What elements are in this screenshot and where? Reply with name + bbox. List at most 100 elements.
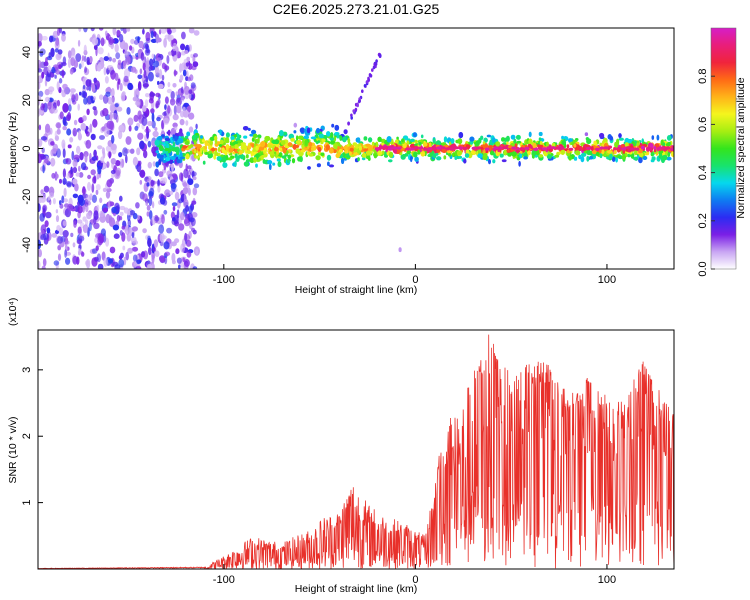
heatmap-noise-cell	[49, 192, 55, 198]
heatmap-noise-cell	[90, 169, 96, 176]
heatmap-trace-cell	[375, 59, 378, 63]
colorbar-tick-label: 0.6	[697, 117, 709, 132]
heatmap-band-cell	[269, 163, 272, 170]
heatmap-band-cell	[186, 131, 191, 137]
heatmap-noise-cell	[145, 93, 150, 98]
heatmap-xtick-label: 100	[598, 274, 616, 286]
heatmap-band-cell	[164, 140, 169, 145]
heatmap-noise-cell	[139, 170, 145, 177]
heatmap-band-cell	[304, 139, 308, 146]
heatmap-noise-cell	[146, 182, 150, 187]
heatmap-noise-cell	[59, 111, 64, 120]
heatmap-band-cell	[456, 150, 463, 156]
heatmap-band-cell	[505, 135, 510, 142]
heatmap-noise-cell	[90, 133, 96, 141]
heatmap-band-cell	[483, 152, 488, 158]
heatmap-band-cell	[328, 164, 335, 168]
heatmap-band-cell	[511, 151, 517, 157]
heatmap-peak-cell	[440, 146, 446, 150]
heatmap-band-cell	[269, 151, 275, 156]
heatmap-noise-cell	[80, 162, 87, 171]
heatmap-noise-cell	[150, 38, 157, 44]
heatmap-band-cell	[290, 137, 295, 142]
heatmap-noise-cell	[120, 28, 124, 31]
heatmap-noise-cell	[57, 49, 63, 55]
heatmap-band-cell	[196, 144, 202, 149]
heatmap-noise-cell	[147, 161, 152, 169]
heatmap-noise-cell	[96, 204, 100, 211]
heatmap-peak-cell	[555, 146, 561, 150]
heatmap-band-cell	[155, 150, 159, 154]
heatmap-noise-cell	[61, 195, 65, 204]
heatmap-peak-cell	[458, 146, 464, 150]
heatmap-band-cell	[253, 133, 258, 139]
heatmap-noise-cell	[118, 152, 123, 158]
heatmap-noise-cell	[110, 143, 117, 151]
heatmap-noise-cell	[170, 241, 177, 247]
heatmap-noise-cell	[142, 28, 145, 35]
heatmap-noise-cell	[191, 200, 197, 205]
heatmap-noise-cell	[125, 136, 132, 145]
heatmap-noise-cell	[95, 189, 99, 195]
heatmap-noise-cell	[138, 160, 142, 166]
heatmap-band-cell	[666, 135, 672, 141]
heatmap-noise-cell	[139, 68, 143, 75]
heatmap-noise-cell	[135, 202, 140, 209]
heatmap-noise-cell	[59, 178, 62, 184]
heatmap-noise-cell	[148, 246, 152, 256]
colorbar-tick-label: 0.2	[697, 213, 709, 228]
heatmap-band-cell	[368, 151, 372, 156]
heatmap-band-cell	[251, 137, 255, 142]
heatmap-noise-cell	[152, 130, 159, 138]
snr-panel: -100 0 100 1 2 3 Height of straight line (km)…	[7, 298, 675, 595]
heatmap-noise-cell	[106, 65, 114, 71]
heatmap-noise-cell	[143, 69, 147, 79]
heatmap-noise-cell	[175, 97, 182, 107]
heatmap-noise-cell	[146, 211, 150, 217]
heatmap-noise-cell	[113, 233, 120, 239]
heatmap-band-cell	[275, 153, 278, 159]
heatmap-noise-cell	[38, 90, 44, 97]
heatmap-noise-cell	[42, 205, 47, 213]
heatmap-noise-cell	[51, 66, 56, 74]
heatmap-band-cell	[299, 127, 306, 133]
heatmap-noise-cell	[47, 65, 51, 73]
heatmap-peak-cell	[546, 146, 552, 150]
heatmap-noise-cell	[93, 210, 99, 221]
heatmap-noise-cell	[178, 223, 185, 231]
heatmap-noise-cell	[80, 123, 87, 131]
heatmap-noise-cell	[188, 205, 193, 214]
heatmap-band-cell	[204, 152, 209, 155]
heatmap-noise-cell	[88, 56, 93, 63]
heatmap-noise-cell	[106, 161, 110, 169]
heatmap-noise-cell	[132, 254, 138, 262]
heatmap-noise-cell	[149, 58, 154, 67]
heatmap-band-cell	[575, 150, 581, 156]
heatmap-noise-cell	[125, 55, 131, 66]
heatmap-band-cell	[326, 154, 332, 161]
heatmap-noise-cell	[38, 249, 42, 258]
heatmap-noise-cell	[142, 105, 147, 112]
heatmap-noise-cell	[109, 111, 113, 122]
heatmap-noise-cell	[172, 42, 178, 52]
heatmap-band-cell	[255, 145, 259, 151]
heatmap-peak-cell	[498, 146, 503, 150]
heatmap-trace-cell	[372, 65, 376, 70]
heatmap-band-cell	[259, 146, 265, 151]
heatmap-noise-cell	[62, 148, 66, 158]
heatmap-band-cell	[504, 149, 507, 156]
heatmap-noise-cell	[65, 257, 71, 265]
heatmap-band-cell	[184, 135, 189, 139]
heatmap-noise-cell	[95, 245, 99, 251]
heatmap-noise-cell	[195, 123, 198, 130]
heatmap-noise-cell	[102, 207, 109, 213]
heatmap-peak-cell	[445, 147, 450, 151]
heatmap-band-cell	[546, 141, 549, 148]
heatmap-noise-cell	[105, 190, 111, 199]
heatmap-noise-cell	[157, 80, 160, 86]
heatmap-noise-cell	[187, 178, 194, 186]
heatmap-band-cell	[538, 137, 542, 141]
heatmap-band-cell	[492, 159, 496, 164]
heatmap-band-cell	[501, 137, 505, 142]
heatmap-peak-cell	[484, 147, 490, 151]
